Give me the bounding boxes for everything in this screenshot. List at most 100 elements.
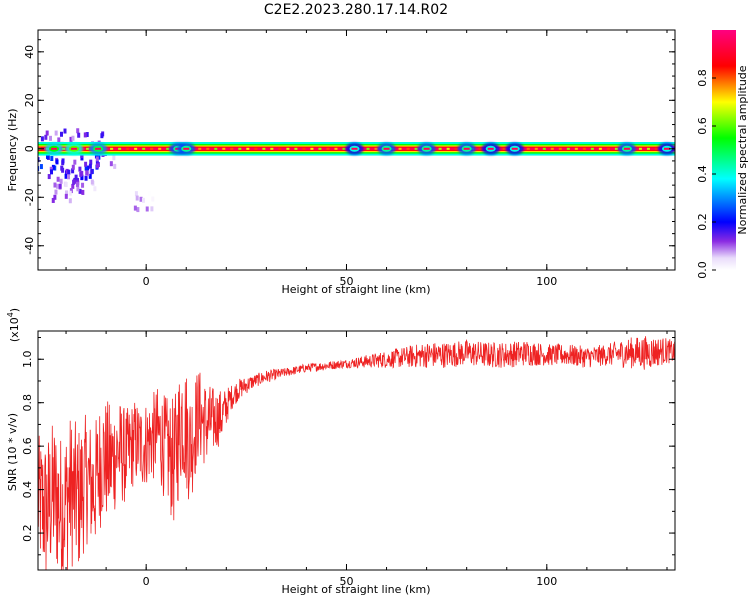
spectrogram-noise-cell	[67, 174, 71, 180]
spectrogram-ridge-dash	[310, 147, 314, 150]
spectrogram-noise-cell	[78, 188, 82, 194]
snr-multiplier-base: (x10	[8, 317, 21, 342]
spectrogram-noise-cell	[95, 156, 99, 162]
spectrogram-y-ticks: 40 20 0 -20 -40	[23, 39, 675, 259]
spectrogram-blob-center	[663, 147, 670, 150]
spectrogram-x-ticks: 0 50 100	[65, 30, 668, 288]
spectrogram-frame	[37, 29, 676, 271]
spectrogram-ridge-dash	[342, 147, 346, 150]
spectrogram-ridge-dash	[558, 147, 562, 150]
spectrogram-noise-cell	[88, 173, 92, 179]
spectrogram-noise-cell	[151, 196, 155, 202]
spectrogram-ridge-dash	[582, 147, 586, 150]
spectrogram-ridge-dash	[590, 147, 594, 150]
spectrogram-noise-cell	[71, 183, 75, 189]
spectrogram-noise-cell	[51, 197, 55, 203]
spectrogram-noise-cell	[150, 206, 154, 212]
spectrogram-noise-cell	[83, 132, 87, 138]
spectrogram-ridge-dash	[118, 147, 122, 150]
spectrogram-noise-cell	[71, 164, 75, 170]
spectrogram-noise-cell	[76, 177, 80, 183]
x-tick-label: 0	[143, 575, 150, 588]
spectrogram-ridge-dash	[62, 147, 66, 150]
spectrogram-noise-cell	[50, 156, 54, 162]
spectrogram-ridge-dash	[238, 147, 242, 150]
spectrogram-noise-cell	[68, 190, 72, 196]
spectrogram-noise-cell	[57, 137, 61, 143]
spectrogram-noise-cell	[141, 197, 145, 203]
spectrogram-ridge-dash	[302, 147, 306, 150]
y-tick-label: 0	[23, 145, 36, 152]
spectrogram-noise-cell	[58, 183, 62, 189]
spectrogram-ridge-dash	[278, 147, 282, 150]
spectrogram-noise-cell	[61, 167, 65, 173]
spectrogram-ridge-dash	[262, 147, 266, 150]
spectrogram-noise-cell	[113, 163, 117, 169]
snr-series-line	[38, 336, 675, 570]
spectrogram-ridge-dash	[134, 147, 138, 150]
spectrogram-ridge-dash	[598, 147, 602, 150]
spectrogram-noise-cell	[74, 174, 78, 180]
colorbar-tick-label: 0.0	[696, 261, 709, 279]
spectrogram-noise-cell	[78, 166, 82, 172]
spectrogram-ridge-dash	[206, 147, 210, 150]
spectrogram-noise-cell	[56, 183, 60, 189]
spectrogram-ridge-dash	[286, 147, 290, 150]
spectrogram-ridge-dash	[318, 147, 322, 150]
spectrogram-noise-cell	[38, 157, 40, 163]
spectrogram-ridge-dash	[230, 147, 234, 150]
spectrogram-noise-cell	[88, 163, 92, 169]
spectrogram-noise-cell	[100, 133, 104, 139]
spectrogram-ridge-dash	[334, 147, 338, 150]
spectrogram-blob-center	[623, 147, 630, 150]
spectrogram-noise-cell	[65, 168, 69, 174]
spectrogram-ridge-dash	[454, 147, 458, 150]
spectrogram-blob-center	[183, 147, 190, 150]
spectrogram-noise-cell	[84, 165, 88, 171]
spectrogram-noise-cell	[77, 132, 81, 138]
spectrogram-noise-cell	[39, 164, 43, 170]
spectrogram-ridge-dash	[158, 147, 162, 150]
spectrogram-ridge-dash	[150, 147, 154, 150]
spectrogram-noise-cell	[89, 159, 93, 165]
spectrogram-noise-cell	[53, 194, 57, 200]
spectrogram-noise-cell	[145, 206, 149, 212]
spectrogram-panel: 0 50 100 40 20 0 -20 -40 Height of straight li…	[6, 29, 676, 296]
spectrogram-noise-cell	[147, 191, 151, 197]
figure-title: C2E2.2023.280.17.14.R02	[264, 2, 448, 18]
spectrogram-ridge-dash	[438, 147, 442, 150]
spectrogram-noise-cell	[69, 136, 73, 142]
spectrogram-noise-cell	[71, 168, 75, 174]
spectrogram-noise-cell	[76, 128, 80, 134]
spectrogram-noise-cell	[84, 175, 88, 181]
spectrogram-blob-center	[463, 147, 470, 150]
spectrogram-ridge-dash	[566, 147, 570, 150]
spectrogram-noise-cell	[85, 170, 89, 176]
spectrogram-ridge-dash	[142, 147, 146, 150]
spectrogram-noise-cell	[65, 190, 69, 196]
spectrogram-noise-cell	[40, 136, 44, 142]
spectrogram-y-axis-label: Frequency (Hz)	[6, 109, 19, 192]
x-tick-label: 100	[536, 575, 557, 588]
y-tick-label: 1.0	[21, 350, 34, 368]
spectrogram-ridge-dash	[654, 147, 658, 150]
spectrogram-noise-cell	[96, 163, 100, 169]
y-tick-label: 0.4	[21, 481, 34, 499]
spectrogram-ridge-dash	[126, 147, 130, 150]
colorbar: 0.0 0.2 0.4 0.6 0.8 Normalized spectral ampl…	[696, 30, 749, 279]
spectrogram-noise-cell	[81, 182, 85, 188]
spectrogram-noise-cell	[80, 175, 84, 181]
colorbar-tick-label: 0.2	[696, 213, 709, 231]
y-tick-label: -40	[23, 237, 36, 255]
spectrogram-ridge-dash	[534, 147, 538, 150]
spectrogram-noise-cell	[64, 193, 68, 199]
spectrogram-noise-cell	[69, 188, 73, 194]
spectrogram-noise-cell	[56, 176, 60, 182]
spectrogram-blob-center	[71, 147, 78, 150]
y-tick-label: 40	[23, 45, 36, 59]
spectrogram-ridge-dash	[638, 147, 642, 150]
spectrogram-ridge-dash	[542, 147, 546, 150]
spectrogram-noise-cell	[86, 165, 90, 171]
spectrogram-ridge-dash	[526, 147, 530, 150]
spectrogram-noise-cell	[94, 153, 98, 159]
